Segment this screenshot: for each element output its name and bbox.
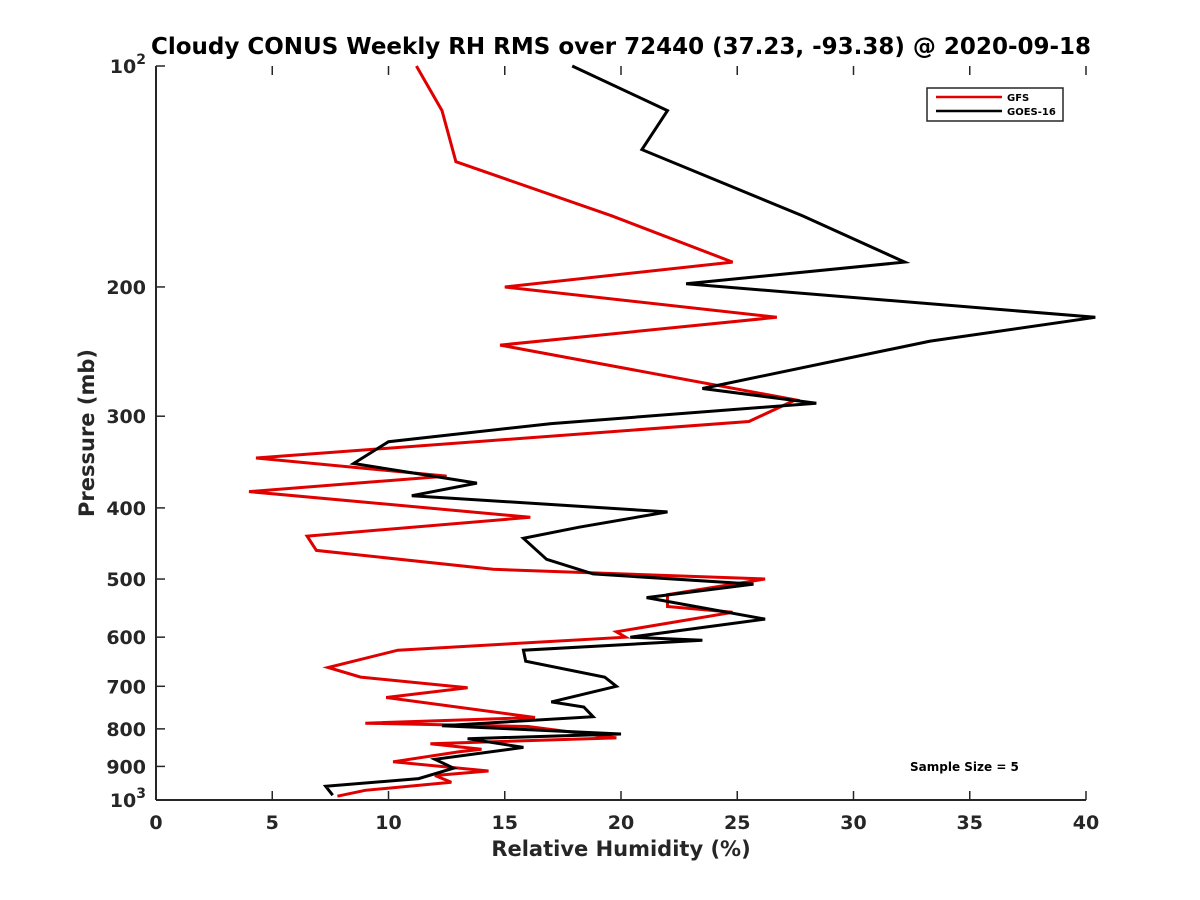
- y-tick-label: 400: [106, 498, 146, 520]
- y-tick-label: 600: [106, 627, 146, 649]
- y-ticks: 102 200 300 400 500 600 700 800 900 103: [106, 52, 165, 812]
- legend-box: [926, 87, 1064, 122]
- series-line-goes16: [322, 64, 1096, 797]
- legend-label-goes16: GOES-16: [1007, 107, 1056, 118]
- y-tick-label: 800: [106, 719, 146, 741]
- y-tick-label: 700: [106, 676, 146, 698]
- x-tick-label: 40: [1073, 812, 1099, 834]
- legend-label-gfs: GFS: [1007, 93, 1029, 104]
- y-tick-label: 102: [110, 52, 146, 78]
- x-tick-label: 20: [608, 812, 634, 834]
- x-tick-label: 25: [724, 812, 750, 834]
- x-tick-label: 35: [957, 812, 983, 834]
- x-tick-label: 0: [149, 812, 162, 834]
- x-tick-label: 10: [375, 812, 401, 834]
- y-tick-label: 900: [106, 756, 146, 778]
- y-tick-label: 500: [106, 569, 146, 591]
- legend: GFS GOES-16: [926, 87, 1064, 122]
- x-tick-label: 5: [266, 812, 279, 834]
- series-line-gfs: [248, 65, 801, 798]
- plot-lines: [248, 64, 1096, 798]
- chart-title: Cloudy CONUS Weekly RH RMS over 72440 (3…: [151, 34, 1091, 60]
- y-tick-label: 200: [106, 277, 146, 299]
- y-tick-label: 300: [106, 406, 146, 428]
- y-axis-label: Pressure (mb): [75, 349, 99, 517]
- y-tick-label: 103: [110, 786, 146, 812]
- x-tick-label: 30: [840, 812, 866, 834]
- x-ticks: 0 5 10 15 20 25 30 35 40: [149, 66, 1099, 834]
- x-tick-label: 15: [492, 812, 518, 834]
- sample-size-annotation: Sample Size = 5: [910, 760, 1019, 774]
- x-axis-label: Relative Humidity (%): [491, 837, 750, 861]
